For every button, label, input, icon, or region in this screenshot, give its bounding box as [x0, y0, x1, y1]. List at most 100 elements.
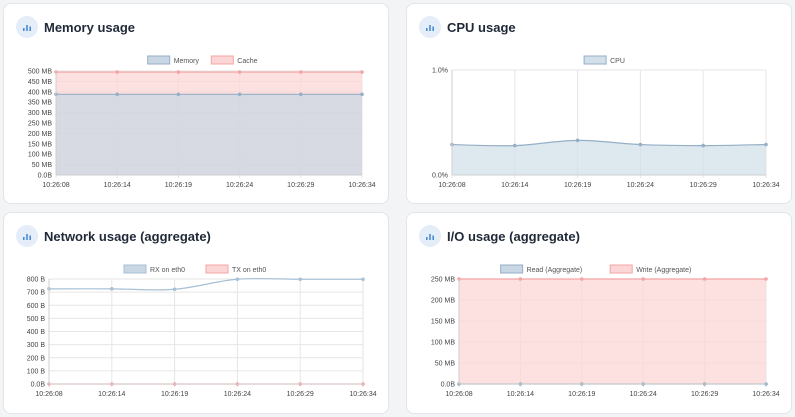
bar-chart-icon [419, 225, 441, 247]
y-tick-label: 800 B [27, 277, 46, 284]
legend-label: Memory [174, 58, 200, 65]
legend-swatch [210, 55, 234, 65]
legend-swatch [500, 264, 524, 274]
legend-label: Write (Aggregate) [636, 267, 691, 274]
card-header: Memory usage [16, 16, 135, 38]
data-point [513, 143, 517, 148]
x-tick-label: 10:26:19 [564, 182, 591, 189]
data-point [176, 92, 181, 97]
bar-chart-icon [419, 16, 441, 38]
card-title: CPU usage [447, 19, 516, 35]
card-header: I/O usage (aggregate) [419, 225, 580, 247]
x-tick-label: 10:26:34 [349, 391, 376, 398]
x-tick-label: 10:26:19 [161, 391, 188, 398]
x-tick-label: 10:26:08 [445, 391, 472, 398]
memory-usage-card: Memory usage Memory Cache 0.0B 50 MB 100 MB 1… [3, 3, 389, 204]
network-usage-card: Network usage (aggregate) RX on eth0 TX o… [3, 212, 389, 414]
data-point [176, 70, 181, 74]
y-tick-label: 0.0B [38, 173, 53, 180]
legend-label: TX on eth0 [232, 267, 266, 274]
x-tick-label: 10:26:34 [348, 182, 375, 189]
data-point [360, 70, 364, 74]
x-tick-label: 10:26:14 [507, 391, 534, 398]
data-point [641, 277, 645, 281]
card-header: Network usage (aggregate) [16, 225, 211, 247]
data-point [361, 277, 365, 282]
y-tick-label: 300 B [27, 342, 46, 349]
y-tick-label: 0.0B [31, 382, 46, 389]
legend-label: Cache [237, 58, 257, 65]
x-tick-label: 10:26:34 [752, 182, 779, 189]
y-tick-label: 400 B [27, 329, 46, 336]
series-area [56, 94, 362, 175]
y-tick-label: 0.0% [432, 173, 448, 180]
series-area [459, 279, 766, 384]
legend-label: Read (Aggregate) [527, 267, 583, 274]
data-point [518, 277, 523, 281]
y-tick-label: 250 MB [431, 277, 455, 284]
x-tick-label: 10:26:24 [627, 182, 654, 189]
network-usage-chart: RX on eth0 TX on eth0 0.0B 100 B 200 B 300 B 4… [27, 264, 377, 398]
data-point [172, 287, 177, 292]
y-tick-label: 100 B [27, 368, 46, 375]
data-point [764, 142, 768, 147]
y-tick-label: 400 MB [28, 89, 52, 96]
data-point [575, 138, 580, 143]
y-tick-label: 50 MB [435, 361, 456, 368]
data-point [299, 92, 303, 97]
legend-swatch [123, 264, 147, 274]
y-tick-label: 500 B [27, 316, 46, 323]
data-point [115, 70, 119, 74]
series-line [48, 277, 363, 291]
y-tick-label: 100 MB [431, 340, 455, 347]
data-point [764, 382, 768, 386]
y-tick-label: 500 MB [28, 69, 52, 76]
x-tick-label: 10:26:29 [690, 182, 717, 189]
x-tick-label: 10:26:29 [691, 391, 718, 398]
x-tick-label: 10:26:08 [42, 182, 69, 189]
legend-swatch [609, 264, 633, 274]
x-tick-label: 10:26:19 [165, 182, 192, 189]
y-tick-label: 50 MB [32, 162, 53, 169]
data-point [299, 70, 303, 74]
data-point [701, 143, 705, 148]
card-header: CPU usage [419, 16, 516, 38]
io-usage-chart: Read (Aggregate) Write (Aggregate) 0.0B 50 … [431, 264, 780, 398]
cpu-usage-card: CPU usage CPU 0.0% 1.0% 10:26:08 10:26:14 10:… [406, 3, 792, 204]
legend-label: CPU [610, 58, 625, 65]
data-point [764, 277, 768, 281]
y-tick-label: 300 MB [28, 110, 52, 117]
y-tick-label: 200 B [27, 355, 46, 362]
y-tick-label: 0.0B [441, 382, 456, 389]
x-tick-label: 10:26:14 [98, 391, 125, 398]
y-tick-label: 350 MB [28, 100, 52, 107]
x-tick-label: 10:26:14 [104, 182, 131, 189]
series-line [451, 139, 767, 147]
bar-chart-icon [16, 225, 38, 247]
card-title: Memory usage [44, 19, 136, 35]
data-point [110, 287, 114, 291]
data-point [298, 277, 303, 282]
y-tick-label: 100 MB [28, 152, 52, 159]
data-point [237, 70, 242, 74]
x-tick-label: 10:26:24 [226, 182, 253, 189]
card-title: I/O usage (aggregate) [447, 228, 580, 244]
x-tick-label: 10:26:29 [287, 391, 314, 398]
y-tick-label: 200 MB [431, 298, 455, 305]
x-tick-label: 10:26:24 [630, 391, 657, 398]
y-tick-label: 450 MB [28, 79, 52, 86]
data-point [638, 142, 643, 147]
series-area [452, 140, 766, 175]
data-point [360, 92, 364, 97]
x-tick-label: 10:26:34 [752, 391, 779, 398]
legend-label: RX on eth0 [150, 267, 185, 274]
cpu-usage-chart: CPU 0.0% 1.0% 10:26:08 10:26:14 10:26:19 10:26… [432, 55, 780, 189]
memory-usage-chart: Memory Cache 0.0B 50 MB 100 MB 150 MB 200 MB 25… [28, 55, 376, 189]
data-point [580, 277, 584, 281]
data-point [702, 277, 707, 281]
y-tick-label: 150 MB [28, 141, 52, 148]
x-tick-label: 10:26:24 [224, 391, 251, 398]
bar-chart-icon [16, 16, 38, 38]
legend-swatch [583, 55, 607, 65]
legend-swatch [205, 264, 229, 274]
